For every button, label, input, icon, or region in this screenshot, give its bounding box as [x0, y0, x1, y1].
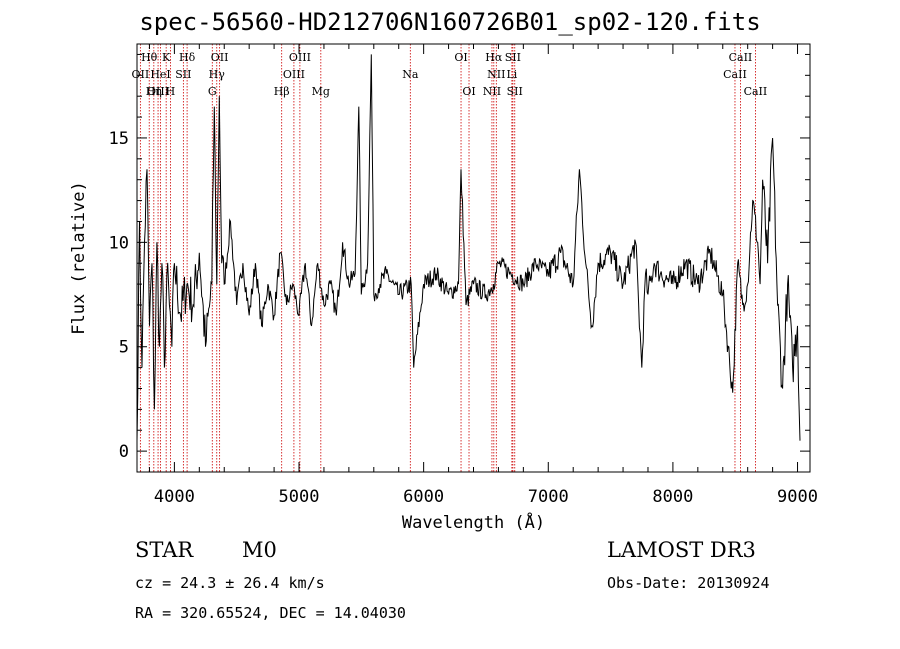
spectral-line-label: Mg — [312, 85, 330, 98]
spectral-line-label: SII — [505, 51, 521, 64]
spectral-line-label: Li — [506, 68, 517, 81]
x-tick-label: 7000 — [528, 487, 569, 507]
x-axis-label: Wavelength (Å) — [402, 511, 545, 533]
spectral-line-label: Hγ — [209, 68, 226, 81]
spectral-line-label: SII — [175, 68, 191, 81]
spectral-line-label: OIII — [147, 85, 169, 98]
spectral-line-label: OII — [211, 51, 229, 64]
spectral-line-label: OI — [462, 85, 475, 98]
spectral-line-label: SII — [507, 85, 523, 98]
redshift-text: cz = 24.3 ± 26.4 km/s — [135, 574, 325, 592]
chart-title: spec-56560-HD212706N160726B01_sp02-120.f… — [139, 8, 761, 36]
x-tick-label: 5000 — [279, 487, 320, 507]
spectral-line-label: NII — [483, 85, 501, 98]
spectrum-series — [136, 54, 801, 441]
y-axis-label: Flux (relative) — [69, 181, 89, 335]
axis-ticks: 4000 5000 6000 7000 8000 9000 0 5 10 15 — [109, 44, 818, 507]
spectral-line-label: OIII — [283, 68, 305, 81]
y-tick-label: 15 — [109, 129, 129, 149]
plot-frame — [136, 43, 811, 473]
spectral-line-label: Hη — [146, 85, 162, 98]
spectral-line-label: Hδ — [179, 51, 196, 64]
y-tick-label: 10 — [109, 233, 129, 253]
object-class: STAR — [135, 538, 194, 562]
spectral-line-label: Na — [402, 68, 419, 81]
survey-name: LAMOST DR3 — [607, 538, 756, 562]
spectrum-line — [136, 54, 801, 441]
spectral-line-label: Hθ — [141, 51, 158, 64]
spectral-line-label: Hβ — [274, 85, 290, 98]
spectral-line-label: H — [166, 85, 176, 98]
spectral-line-label: G — [208, 85, 217, 98]
spectral-line-label: NII — [487, 68, 505, 81]
obs-date: Obs-Date: 20130924 — [607, 574, 770, 592]
spectral-line-label: CaII — [744, 85, 768, 98]
spectral-line-label: OIII — [289, 51, 311, 64]
spectral-line-label: CaII — [723, 68, 747, 81]
x-tick-label: 9000 — [777, 487, 818, 507]
x-tick-label: 4000 — [154, 487, 195, 507]
spectral-line-label: OII — [132, 68, 150, 81]
spectral-line-markers — [139, 44, 756, 472]
x-tick-label: 8000 — [652, 487, 693, 507]
spectral-line-label: Hα — [485, 51, 503, 64]
y-tick-label: 5 — [119, 338, 129, 358]
spectral-line-labels: Hθ OII OIII K HeI Hη Hδ SII H OII Hγ G OIII OIII Hβ Mg N… — [132, 51, 768, 98]
x-tick-label: 6000 — [403, 487, 444, 507]
spectral-line-label: K — [162, 51, 171, 64]
y-tick-label: 0 — [119, 442, 129, 462]
spectral-line-label: HeI — [150, 68, 170, 81]
coordinates-text: RA = 320.65524, DEC = 14.04030 — [135, 604, 406, 622]
spectral-line-label: OI — [454, 51, 467, 64]
object-subclass: M0 — [242, 538, 277, 562]
spectral-line-label: CaII — [729, 51, 753, 64]
